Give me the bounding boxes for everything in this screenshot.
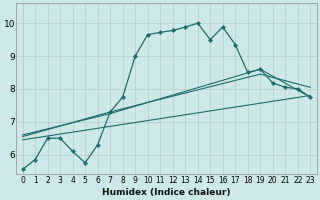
X-axis label: Humidex (Indice chaleur): Humidex (Indice chaleur) bbox=[102, 188, 231, 197]
